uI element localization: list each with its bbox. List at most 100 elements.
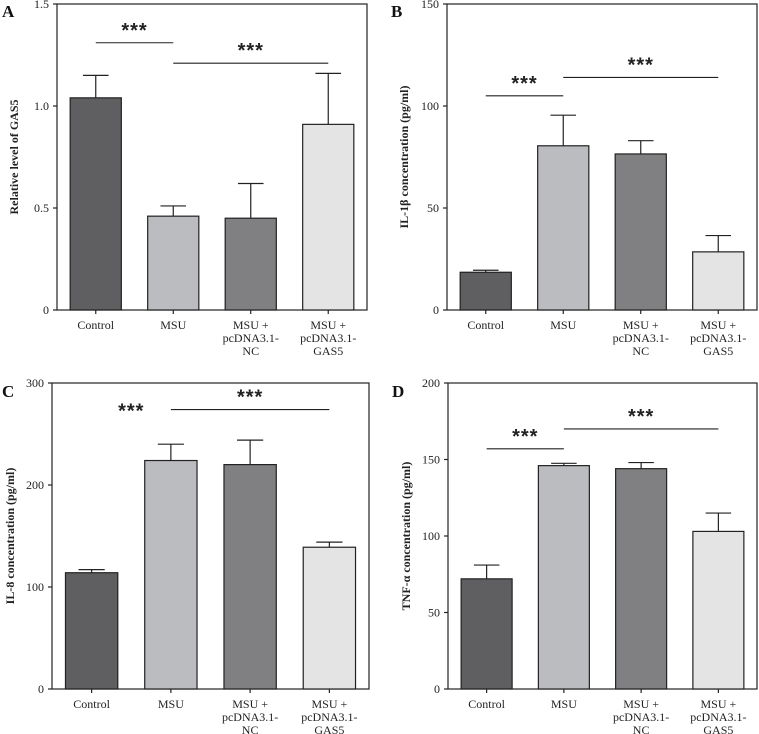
x-tick-label-line: NC: [632, 344, 649, 358]
panel-letter: C: [2, 382, 14, 401]
bar: [144, 459, 198, 690]
x-tick-label-line: Control: [467, 318, 504, 332]
bar: [460, 578, 513, 690]
x-tick-label: Control: [467, 318, 504, 332]
bar: [147, 215, 200, 311]
significance-label: ***: [511, 73, 537, 95]
bar: [302, 123, 355, 311]
y-tick-label: 100: [422, 529, 440, 543]
x-tick-label: Control: [73, 697, 110, 711]
significance-label: ***: [121, 20, 147, 42]
x-tick-label-line: pcDNA3.1-: [690, 710, 746, 724]
x-tick-label-line: NC: [633, 723, 650, 734]
x-tick-label-line: pcDNA3.1-: [222, 710, 278, 724]
y-axis-title: TNF-α concentration (pg/ml): [399, 462, 413, 611]
x-tick-label: MSU + pcDNA3.1-GAS5: [690, 697, 746, 734]
y-tick-label: 0: [43, 303, 49, 317]
x-tick-label: Control: [468, 697, 505, 711]
y-tick-label: 300: [26, 376, 44, 390]
y-tick-label: 0: [434, 682, 440, 696]
bar: [692, 530, 745, 690]
x-tick-label-line: pcDNA3.1-: [301, 710, 357, 724]
bar: [459, 271, 512, 311]
x-tick-label: MSU: [158, 697, 184, 711]
x-tick-label-line: MSU +: [623, 697, 659, 711]
x-tick-label-line: pcDNA3.1-: [300, 331, 356, 345]
panel-b: B 0 50 100 150 IL-1β concentration (pg/ml) Con…: [391, 0, 758, 358]
x-tick-label: MSU + pcDNA3.1-GAS5: [301, 697, 357, 734]
significance-label: ***: [628, 54, 654, 76]
bar: [224, 217, 277, 311]
x-tick-label-line: NC: [242, 344, 259, 358]
bar: [537, 145, 590, 311]
x-tick-label: MSU: [550, 318, 576, 332]
bar: [223, 464, 277, 690]
significance-label: ***: [512, 426, 538, 448]
bar: [64, 572, 119, 690]
x-tick-label-line: GAS5: [314, 723, 344, 734]
x-tick-label-line: MSU: [158, 697, 184, 711]
x-tick-label: MSU: [160, 318, 186, 332]
bar: [692, 251, 745, 311]
x-tick-label-line: pcDNA3.1-: [223, 331, 279, 345]
x-tick-label-line: pcDNA3.1-: [613, 710, 669, 724]
bar: [614, 153, 667, 311]
plot-frame: [446, 3, 758, 311]
panel-letter: D: [392, 382, 404, 401]
x-tick-label-line: MSU +: [233, 318, 269, 332]
x-tick-label-line: MSU +: [700, 697, 736, 711]
x-tick-label-line: MSU: [550, 318, 576, 332]
y-tick-label: 50: [428, 606, 440, 620]
x-tick-label-line: MSU: [551, 697, 577, 711]
panel-letter: B: [391, 2, 402, 21]
x-tick-label-line: MSU +: [310, 318, 346, 332]
panel-d: D 0 50 100 150 200 TNF-α concentration (pg/ml)…: [392, 376, 758, 734]
significance-label: ***: [238, 40, 264, 62]
y-tick-label: 0: [38, 682, 44, 696]
x-tick-label: MSU + pcDNA3.1-NC: [223, 318, 279, 358]
x-tick-label-line: pcDNA3.1-: [690, 331, 746, 345]
x-tick-label-line: MSU +: [232, 697, 268, 711]
x-tick-label-line: MSU +: [700, 318, 736, 332]
x-tick-label-line: pcDNA3.1-: [613, 331, 669, 345]
y-tick-label: 100: [421, 99, 439, 113]
x-tick-label: MSU: [551, 697, 577, 711]
x-tick-label: MSU + pcDNA3.1-NC: [613, 318, 669, 358]
x-tick-label-line: Control: [468, 697, 505, 711]
x-tick-label-line: GAS5: [703, 344, 733, 358]
y-tick-label: 0.5: [34, 201, 49, 215]
y-tick-label: 50: [427, 201, 439, 215]
y-axis-title: Relative level of GAS5: [7, 100, 21, 215]
x-tick-label-line: GAS5: [313, 344, 343, 358]
plot-frame: [51, 382, 370, 690]
y-tick-label: 150: [421, 0, 439, 11]
x-tick-label-line: MSU: [160, 318, 186, 332]
y-tick-label: 1.5: [34, 0, 49, 11]
y-tick-label: 0: [433, 303, 439, 317]
significance-label: ***: [237, 387, 263, 409]
panel-c: C 0 100 200 300 IL-8 concentration (pg/ml) Con…: [2, 376, 370, 734]
panel-letter: A: [2, 2, 15, 21]
x-tick-label-line: Control: [77, 318, 114, 332]
bar: [302, 546, 357, 690]
y-tick-label: 200: [26, 478, 44, 492]
x-tick-label: Control: [77, 318, 114, 332]
bar: [69, 97, 122, 311]
panel-a: A 0 0.5 1.0 1.5 Relative level of GAS5 Control…: [2, 0, 368, 358]
y-tick-label: 100: [26, 580, 44, 594]
x-tick-label-line: GAS5: [703, 723, 733, 734]
y-tick-label: 1.0: [34, 99, 49, 113]
x-tick-label-line: MSU +: [311, 697, 347, 711]
x-tick-label: MSU + pcDNA3.1-NC: [613, 697, 669, 734]
x-tick-label-line: MSU +: [623, 318, 659, 332]
x-tick-label: MSU + pcDNA3.1-GAS5: [300, 318, 356, 358]
x-tick-label: MSU + pcDNA3.1-NC: [222, 697, 278, 734]
significance-label: ***: [628, 406, 654, 428]
bar: [615, 468, 668, 690]
x-tick-label-line: NC: [242, 723, 259, 734]
x-tick-label: MSU + pcDNA3.1-GAS5: [690, 318, 746, 358]
y-tick-label: 150: [422, 453, 440, 467]
y-tick-label: 200: [422, 376, 440, 390]
y-axis-title: IL-8 concentration (pg/ml): [3, 468, 17, 605]
